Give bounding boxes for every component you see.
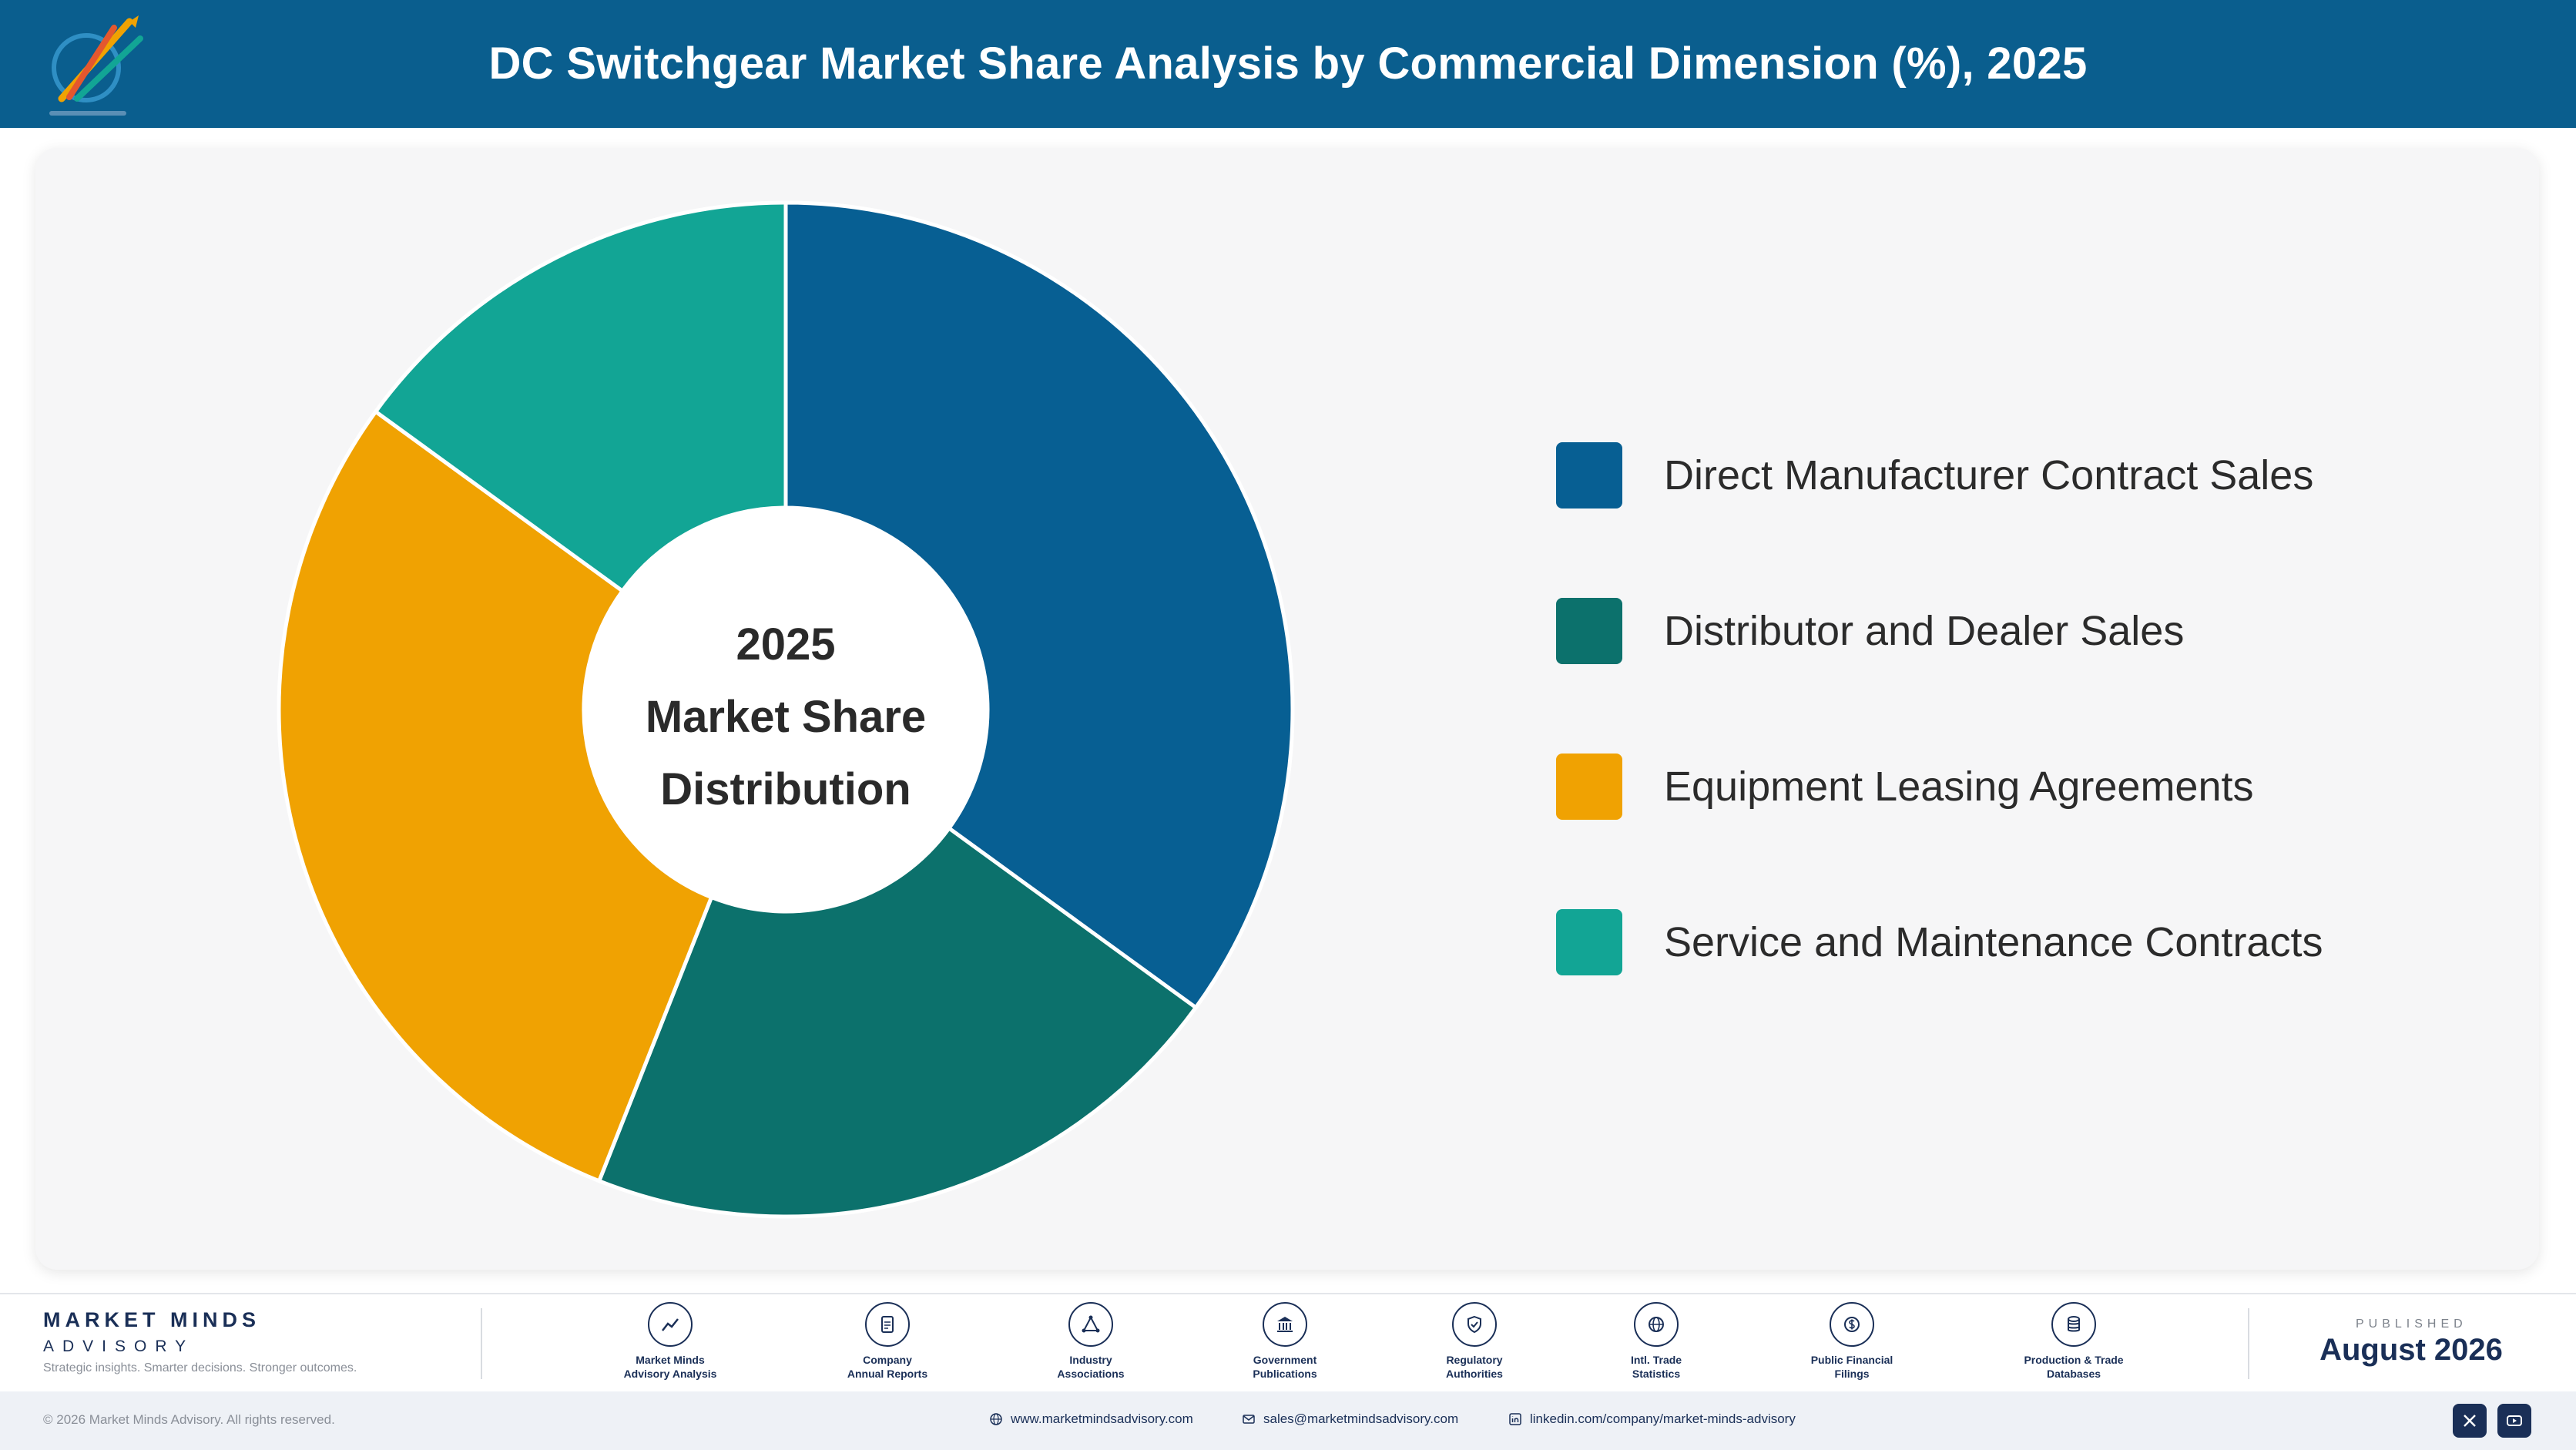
website-link[interactable]: www.marketmindsadvisory.com (989, 1411, 1193, 1427)
globe-icon (1634, 1302, 1679, 1347)
legend-swatch (1556, 598, 1622, 664)
email-text: sales@marketmindsadvisory.com (1263, 1411, 1459, 1426)
youtube-icon[interactable] (2497, 1404, 2531, 1438)
header-bar: DC Switchgear Market Share Analysis by C… (0, 0, 2576, 128)
source-item: Company Annual Reports (810, 1302, 964, 1381)
source-item: Public Financial Filings (1775, 1302, 1929, 1381)
published-label-text: PUBLISHED (2356, 1317, 2467, 1331)
legend-item: Service and Maintenance Contracts (1556, 909, 2323, 1065)
shield-icon (1452, 1302, 1497, 1347)
source-label: Company Annual Reports (847, 1354, 928, 1380)
linkedin-link[interactable]: linkedin.com/company/market-minds-adviso… (1508, 1411, 1796, 1427)
legend-item: Equipment Leasing Agreements (1556, 754, 2323, 909)
page-title: DC Switchgear Market Share Analysis by C… (488, 39, 2088, 89)
published-label: PUBLISHED (2249, 1317, 2573, 1331)
source-label: Government Publications (1253, 1354, 1317, 1380)
legend-label: Distributor and Dealer Sales (1664, 608, 2185, 654)
copyright-text: © 2026 Market Minds Advisory. All rights… (43, 1412, 335, 1427)
chart-icon (648, 1302, 693, 1347)
brand-subtitle: ADVISORY (43, 1338, 195, 1355)
legend-swatch (1556, 754, 1622, 820)
source-label: Public Financial Filings (1810, 1354, 1893, 1380)
source-item: Regulatory Authorities (1397, 1302, 1551, 1381)
legend-label: Direct Manufacturer Contract Sales (1664, 452, 2314, 498)
center-label-line3: Distribution (660, 764, 911, 814)
source-label: Production & Trade Databases (2024, 1354, 2124, 1380)
source-label: Intl. Trade Statistics (1630, 1354, 1682, 1380)
linkedin-text: linkedin.com/company/market-minds-adviso… (1530, 1411, 1796, 1426)
network-icon (1068, 1302, 1113, 1347)
document-icon (865, 1302, 910, 1347)
mail-icon (1243, 1415, 1255, 1424)
legend-label: Service and Maintenance Contracts (1664, 919, 2323, 965)
legend-swatch (1556, 909, 1622, 975)
center-label-line2: Market Share (645, 692, 927, 742)
brand-tagline: Strategic insights. Smarter decisions. S… (43, 1361, 357, 1374)
website-text: www.marketmindsadvisory.com (1011, 1411, 1193, 1426)
legend-item: Distributor and Dealer Sales (1556, 598, 2323, 754)
email-link[interactable]: sales@marketmindsadvisory.com (1242, 1411, 1458, 1427)
source-label: Market Minds Advisory Analysis (623, 1354, 717, 1380)
globe-icon (990, 1413, 1002, 1425)
database-icon (2051, 1302, 2096, 1347)
brand-name: MARKET MINDS (43, 1308, 260, 1331)
logo-icon (49, 15, 143, 116)
legend-item: Direct Manufacturer Contract Sales (1556, 442, 2323, 598)
legend-swatch (1556, 442, 1622, 509)
legend-label: Equipment Leasing Agreements (1664, 764, 2254, 810)
source-item: Market Minds Advisory Analysis (593, 1302, 747, 1381)
source-item: Production & Trade Databases (1997, 1302, 2151, 1381)
footer-divider (481, 1308, 482, 1379)
x-icon[interactable] (2453, 1404, 2487, 1438)
published-date: August 2026 (2319, 1333, 2503, 1367)
source-label: Industry Associations (1057, 1354, 1125, 1380)
chart-legend: Direct Manufacturer Contract Sales Distr… (1556, 442, 2323, 1065)
linkedin-icon (1509, 1413, 1521, 1425)
donut-center-label: 2025 Market Share Distribution (585, 609, 986, 840)
center-label-year: 2025 (736, 619, 836, 670)
source-item: Government Publications (1208, 1302, 1362, 1381)
source-item: Intl. Trade Statistics (1579, 1302, 1733, 1381)
footer-divider (2248, 1308, 2249, 1379)
footer-contact-bar (0, 1391, 2576, 1450)
donut-hole (584, 508, 988, 911)
source-item: Industry Associations (1014, 1302, 1168, 1381)
building-icon (1263, 1302, 1307, 1347)
coin-icon (1830, 1302, 1874, 1347)
source-label: Regulatory Authorities (1446, 1354, 1503, 1380)
